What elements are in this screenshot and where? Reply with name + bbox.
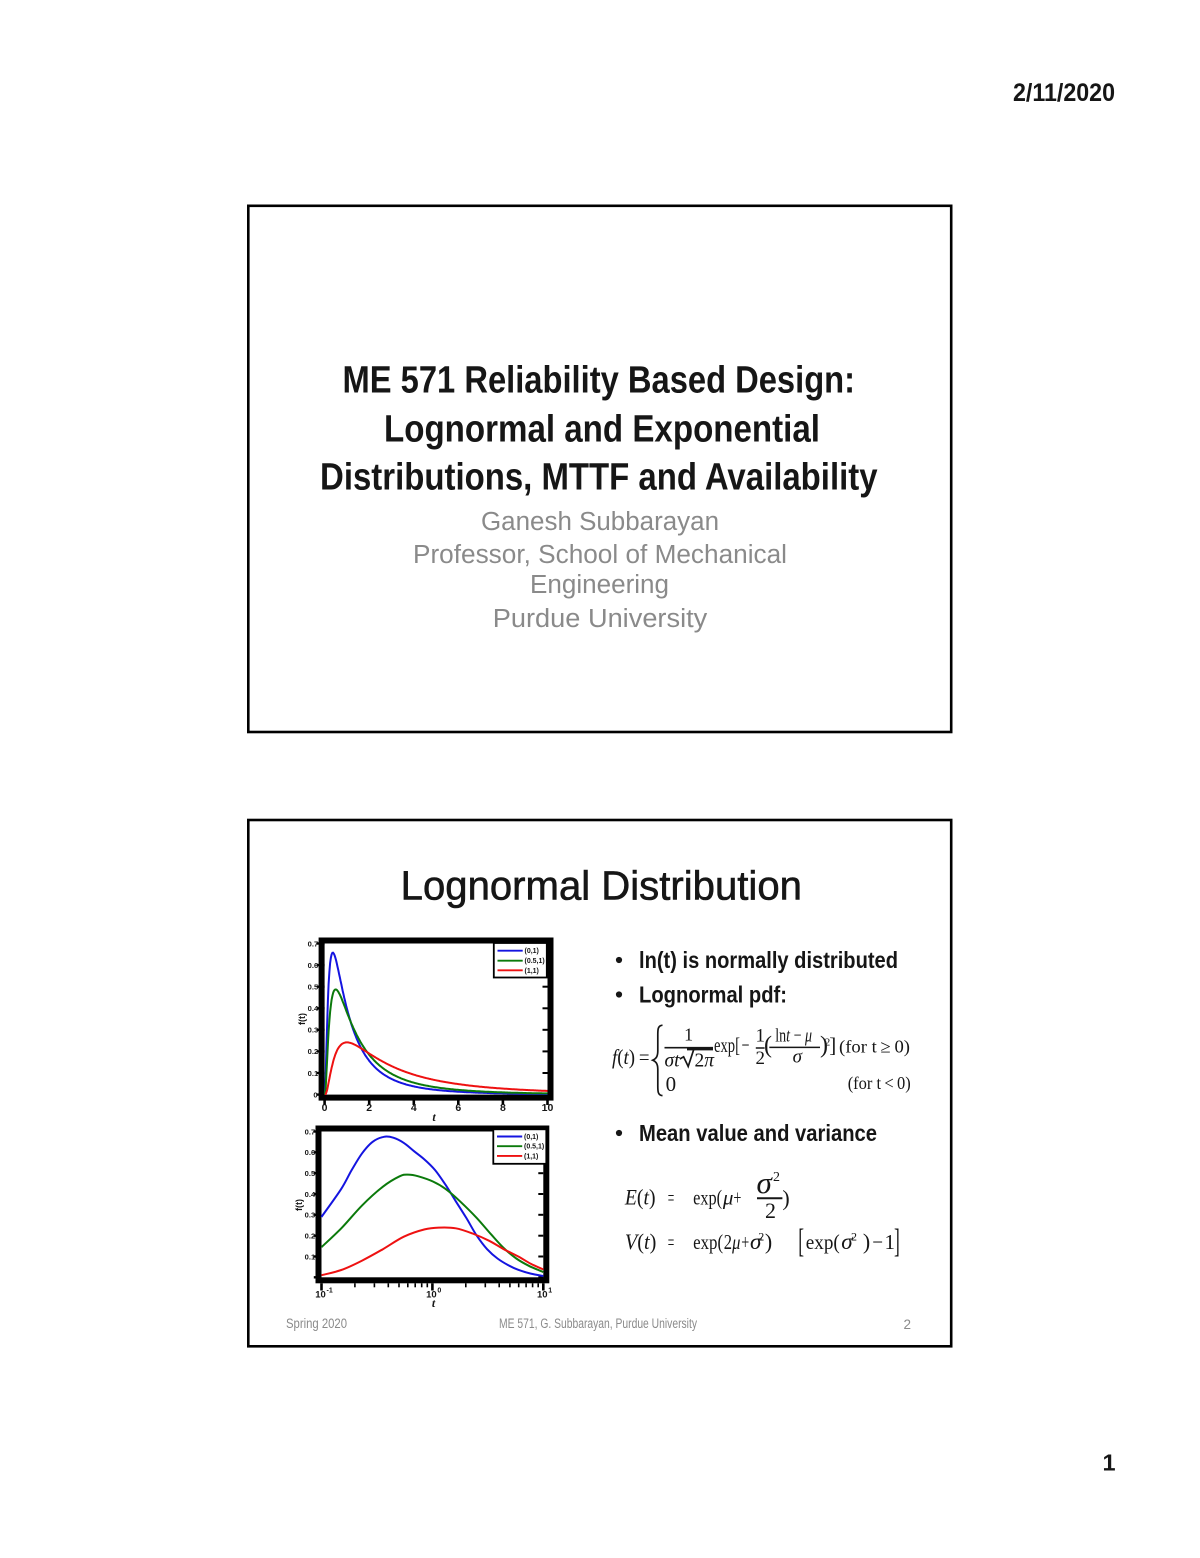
svg-text:2: 2 bbox=[825, 1036, 831, 1048]
svg-text:σ: σ bbox=[757, 1165, 774, 1200]
svg-text:[: [ bbox=[798, 1223, 804, 1260]
svg-text:Mean value and variance: Mean value and variance bbox=[639, 1120, 877, 1146]
svg-text:2: 2 bbox=[366, 1102, 372, 1114]
svg-text:0: 0 bbox=[437, 1288, 441, 1295]
svg-text:2π: 2π bbox=[695, 1051, 716, 1072]
svg-text:0.7: 0.7 bbox=[305, 1127, 316, 1136]
svg-text:0.3: 0.3 bbox=[305, 1211, 316, 1220]
svg-text:10: 10 bbox=[542, 1102, 554, 1114]
svg-text:0.1: 0.1 bbox=[305, 1252, 316, 1261]
svg-text:10: 10 bbox=[315, 1290, 326, 1301]
svg-text:1: 1 bbox=[1102, 1449, 1115, 1475]
svg-text:2μ: 2μ bbox=[724, 1230, 741, 1254]
svg-text:σ: σ bbox=[793, 1047, 803, 1068]
svg-text:(1,1): (1,1) bbox=[524, 1153, 538, 1160]
svg-text:σ: σ bbox=[841, 1229, 854, 1254]
svg-text:E(t): E(t) bbox=[624, 1185, 655, 1210]
svg-text:=: = bbox=[668, 1186, 675, 1210]
svg-text:0.6: 0.6 bbox=[308, 961, 319, 970]
svg-text:): ) bbox=[863, 1229, 870, 1254]
svg-text:0.7: 0.7 bbox=[308, 939, 319, 948]
svg-text:+: + bbox=[733, 1186, 741, 1210]
svg-text:(0.5,1): (0.5,1) bbox=[525, 958, 545, 965]
svg-text:σ: σ bbox=[750, 1229, 763, 1254]
svg-text:(: ( bbox=[764, 1033, 772, 1059]
svg-text:f(t): f(t) bbox=[297, 1013, 307, 1025]
svg-text:+: + bbox=[741, 1230, 749, 1254]
svg-text:10: 10 bbox=[537, 1290, 548, 1301]
svg-text:(for t ≥ 0): (for t ≥ 0) bbox=[839, 1037, 910, 1058]
svg-text:−: − bbox=[872, 1230, 883, 1254]
svg-text:ME 571, G. Subbarayan, Purdue: ME 571, G. Subbarayan, Purdue University bbox=[499, 1316, 697, 1331]
svg-text:0.5: 0.5 bbox=[305, 1169, 316, 1178]
svg-text:exp(: exp( bbox=[693, 1230, 723, 1254]
svg-text:1: 1 bbox=[684, 1024, 693, 1044]
svg-text:(0,1): (0,1) bbox=[525, 948, 539, 955]
svg-text:1: 1 bbox=[885, 1230, 896, 1254]
svg-text:]: ] bbox=[894, 1223, 900, 1260]
svg-text:1: 1 bbox=[548, 1288, 552, 1295]
svg-text:0: 0 bbox=[322, 1102, 328, 1114]
svg-text:0.6: 0.6 bbox=[305, 1148, 316, 1157]
svg-text:): ) bbox=[765, 1229, 772, 1254]
svg-text:t: t bbox=[432, 1296, 436, 1310]
svg-text:0.4: 0.4 bbox=[305, 1190, 316, 1199]
svg-text:ME 571 Reliability Based Desig: ME 571 Reliability Based Design: bbox=[343, 359, 856, 401]
svg-text:0.5: 0.5 bbox=[308, 983, 319, 992]
svg-text:2: 2 bbox=[756, 1048, 766, 1069]
svg-text:1: 1 bbox=[756, 1025, 766, 1046]
svg-text:): ) bbox=[820, 1033, 828, 1059]
svg-text:Lognormal pdf:: Lognormal pdf: bbox=[639, 982, 787, 1008]
svg-text:Ganesh Subbarayan: Ganesh Subbarayan bbox=[481, 508, 719, 536]
svg-text:Purdue University: Purdue University bbox=[493, 605, 708, 633]
svg-text:(0,1): (0,1) bbox=[524, 1134, 538, 1141]
svg-text:lnt − μ: lnt − μ bbox=[775, 1025, 812, 1046]
svg-text:2: 2 bbox=[904, 1317, 912, 1332]
svg-text:=: = bbox=[668, 1230, 675, 1254]
svg-text:t: t bbox=[432, 1110, 436, 1124]
svg-text:Professor, School of Mechanica: Professor, School of Mechanical bbox=[413, 541, 787, 569]
svg-text:2: 2 bbox=[765, 1198, 776, 1223]
svg-text:-1: -1 bbox=[327, 1288, 333, 1295]
svg-text:(1,1): (1,1) bbox=[525, 968, 539, 975]
svg-text:2: 2 bbox=[773, 1170, 780, 1185]
svg-text:6: 6 bbox=[455, 1102, 461, 1114]
svg-text:Lognormal and Exponential: Lognormal and Exponential bbox=[384, 408, 820, 450]
svg-text:2/11/2020: 2/11/2020 bbox=[1013, 79, 1115, 107]
svg-text:]: ] bbox=[829, 1033, 836, 1057]
svg-text:0.2: 0.2 bbox=[305, 1232, 316, 1241]
svg-text:μ: μ bbox=[722, 1186, 734, 1210]
svg-text:8: 8 bbox=[500, 1102, 506, 1114]
svg-text:V(t): V(t) bbox=[625, 1229, 657, 1254]
svg-text:10: 10 bbox=[426, 1290, 437, 1301]
svg-text:Spring 2020: Spring 2020 bbox=[286, 1316, 347, 1331]
svg-text:Lognormal Distribution: Lognormal Distribution bbox=[401, 862, 802, 908]
svg-text:Engineering: Engineering bbox=[530, 571, 669, 599]
svg-text:σt: σt bbox=[665, 1051, 681, 1072]
svg-text:0.4: 0.4 bbox=[308, 1004, 319, 1013]
svg-text:0.1: 0.1 bbox=[308, 1069, 319, 1078]
svg-text:2: 2 bbox=[758, 1230, 764, 1244]
svg-text:0.2: 0.2 bbox=[308, 1047, 319, 1056]
svg-text:0: 0 bbox=[313, 1090, 317, 1099]
svg-text:exp[: exp[ bbox=[714, 1033, 740, 1057]
svg-text:exp(: exp( bbox=[693, 1186, 722, 1210]
svg-text:0.3: 0.3 bbox=[308, 1026, 319, 1035]
svg-text:0: 0 bbox=[666, 1072, 677, 1096]
svg-text:f(t) =: f(t) = bbox=[612, 1045, 650, 1069]
svg-text:−: − bbox=[742, 1033, 750, 1057]
svg-text:(0.5,1): (0.5,1) bbox=[524, 1144, 544, 1151]
svg-text:): ) bbox=[782, 1186, 789, 1211]
svg-text:f(t): f(t) bbox=[294, 1199, 304, 1211]
svg-text:4: 4 bbox=[411, 1102, 417, 1114]
svg-text:(for t < 0): (for t < 0) bbox=[848, 1073, 911, 1094]
svg-text:ln(t) is normally distributed: ln(t) is normally distributed bbox=[639, 947, 898, 973]
svg-text:2: 2 bbox=[851, 1230, 857, 1244]
svg-text:Distributions, MTTF and Availa: Distributions, MTTF and Availability bbox=[320, 456, 878, 498]
svg-text:exp(: exp( bbox=[806, 1230, 840, 1254]
